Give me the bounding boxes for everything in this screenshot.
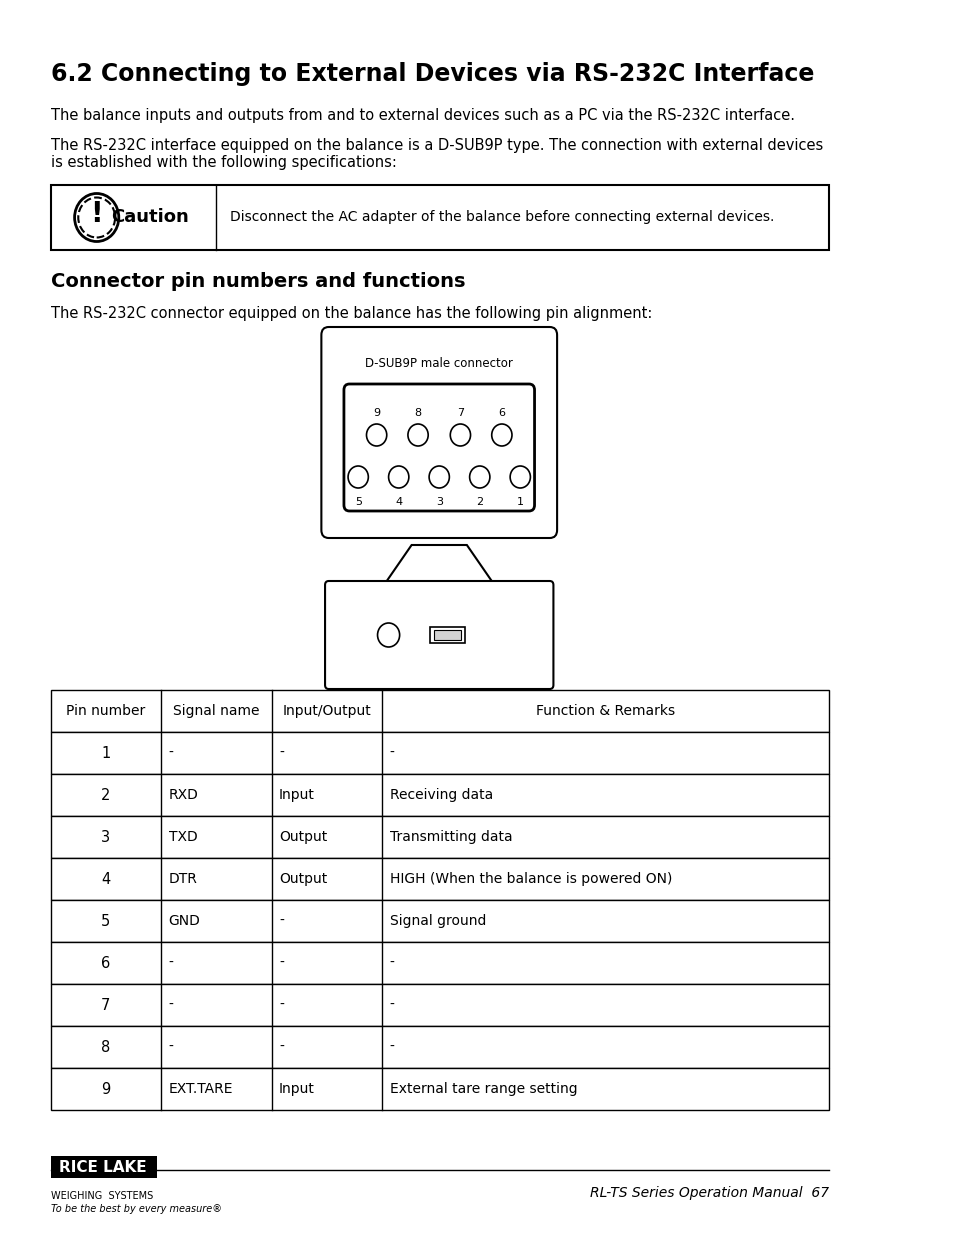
Text: -: - [278, 998, 284, 1011]
Text: 1: 1 [517, 496, 523, 508]
Text: 5: 5 [355, 496, 361, 508]
Text: 4: 4 [101, 872, 111, 887]
FancyBboxPatch shape [325, 580, 553, 689]
Text: External tare range setting: External tare range setting [389, 1082, 577, 1095]
Text: 6: 6 [497, 408, 505, 417]
Circle shape [78, 198, 115, 237]
Bar [434, 630, 461, 640]
Text: GND: GND [169, 914, 200, 927]
FancyBboxPatch shape [321, 327, 557, 538]
Text: Input: Input [278, 1082, 314, 1095]
Bar [51, 185, 828, 249]
Text: Function & Remarks: Function & Remarks [536, 704, 675, 718]
Bar [51, 774, 828, 816]
Text: D-SUB9P male connector: D-SUB9P male connector [365, 357, 513, 370]
Circle shape [74, 194, 119, 242]
Text: -: - [278, 746, 284, 760]
Text: DTR: DTR [169, 872, 197, 885]
Text: Output: Output [278, 872, 327, 885]
Text: 9: 9 [373, 408, 380, 417]
Text: RICE LAKE: RICE LAKE [59, 1160, 147, 1174]
Circle shape [366, 424, 386, 446]
Text: WEIGHING  SYSTEMS: WEIGHING SYSTEMS [51, 1191, 152, 1200]
Text: The RS-232C interface equipped on the balance is a D-SUB9P type. The connection : The RS-232C interface equipped on the ba… [51, 138, 822, 170]
Circle shape [348, 466, 368, 488]
Polygon shape [384, 545, 494, 585]
Text: -: - [169, 998, 173, 1011]
Bar [51, 858, 828, 900]
Text: 1: 1 [101, 746, 111, 761]
Text: Output: Output [278, 830, 327, 844]
Text: -: - [389, 998, 394, 1011]
Text: -: - [169, 746, 173, 760]
Text: 7: 7 [456, 408, 463, 417]
Circle shape [510, 466, 530, 488]
Text: TXD: TXD [169, 830, 197, 844]
Text: -: - [278, 1040, 284, 1053]
Text: Pin number: Pin number [66, 704, 146, 718]
Text: 8: 8 [101, 1040, 111, 1055]
Text: -: - [169, 956, 173, 969]
Text: 6: 6 [101, 956, 111, 971]
Text: -: - [278, 914, 284, 927]
Text: RL-TS Series Operation Manual  67: RL-TS Series Operation Manual 67 [589, 1186, 828, 1200]
Text: Caution: Caution [112, 209, 189, 226]
Text: 7: 7 [101, 998, 111, 1013]
Bar [51, 690, 828, 732]
Bar [51, 1156, 156, 1178]
Bar [51, 816, 828, 858]
Bar [51, 984, 828, 1026]
Text: Signal ground: Signal ground [389, 914, 485, 927]
Circle shape [408, 424, 428, 446]
Text: Receiving data: Receiving data [389, 788, 493, 802]
Circle shape [429, 466, 449, 488]
FancyBboxPatch shape [344, 384, 534, 511]
Text: -: - [389, 1040, 394, 1053]
Text: To be the best by every measure®: To be the best by every measure® [51, 1204, 221, 1214]
Bar [51, 942, 828, 984]
Text: -: - [389, 956, 394, 969]
Circle shape [450, 424, 470, 446]
Text: The balance inputs and outputs from and to external devices such as a PC via the: The balance inputs and outputs from and … [51, 107, 794, 124]
Text: Signal name: Signal name [172, 704, 259, 718]
Text: Disconnect the AC adapter of the balance before connecting external devices.: Disconnect the AC adapter of the balance… [230, 210, 774, 225]
Bar [51, 1026, 828, 1068]
Text: The RS-232C connector equipped on the balance has the following pin alignment:: The RS-232C connector equipped on the ba… [51, 306, 651, 321]
Circle shape [469, 466, 490, 488]
Text: 6.2 Connecting to External Devices via RS-232C Interface: 6.2 Connecting to External Devices via R… [51, 62, 813, 86]
Text: 3: 3 [101, 830, 111, 845]
Circle shape [388, 466, 409, 488]
Text: 4: 4 [395, 496, 402, 508]
Text: 3: 3 [436, 496, 442, 508]
Text: -: - [278, 956, 284, 969]
Text: 5: 5 [101, 914, 111, 929]
Text: 8: 8 [414, 408, 421, 417]
Circle shape [491, 424, 512, 446]
Text: Connector pin numbers and functions: Connector pin numbers and functions [51, 272, 465, 291]
Text: 2: 2 [101, 788, 111, 803]
Text: HIGH (When the balance is powered ON): HIGH (When the balance is powered ON) [389, 872, 671, 885]
Text: RXD: RXD [169, 788, 198, 802]
Circle shape [377, 622, 399, 647]
Text: Input: Input [278, 788, 314, 802]
Bar [51, 900, 828, 942]
Text: -: - [169, 1040, 173, 1053]
Bar [51, 732, 828, 774]
Text: EXT.TARE: EXT.TARE [169, 1082, 233, 1095]
Bar [51, 1068, 828, 1110]
Text: Transmitting data: Transmitting data [389, 830, 512, 844]
Text: -: - [389, 746, 394, 760]
Text: !: ! [91, 200, 103, 228]
Text: 9: 9 [101, 1082, 111, 1097]
Text: Input/Output: Input/Output [282, 704, 371, 718]
Text: 2: 2 [476, 496, 483, 508]
Bar [430, 627, 464, 643]
